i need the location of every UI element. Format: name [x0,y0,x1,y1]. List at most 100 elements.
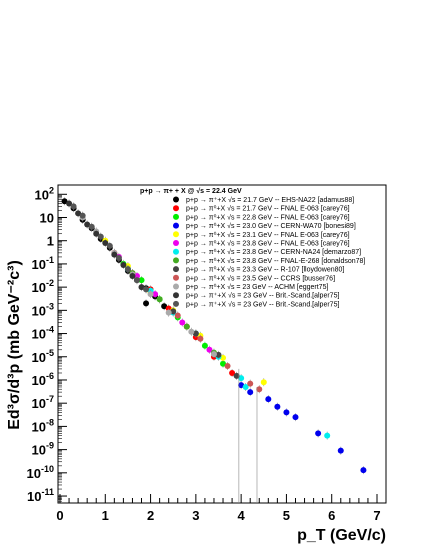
x-tick-label: 2 [147,508,154,523]
data-point [337,447,344,454]
data-point [174,312,181,319]
data-point [147,291,154,298]
x-tick-label: 7 [373,508,380,523]
legend-entry: p+p → π⁰+X √s = 23 GeV -- ACHM [eggert75… [186,283,328,291]
data-point [88,223,95,230]
data-point [152,291,159,298]
legend-entry: p+p → π⁰+X √s = 23.0 GeV -- CERN-WA70 [b… [186,222,356,230]
x-tick-labels: 0 1 2 3 4 5 6 7 [56,508,380,523]
legend-entry: p+p → π⁰+X √s = 21.7 GeV -- FNAL E-063 [… [186,205,350,213]
legend-entry: p+p → π⁺+X √s = 21.7 GeV -- EHS-NA22 [ad… [186,196,354,204]
x-tick-label: 6 [328,508,335,523]
data-point [111,251,118,258]
data-point [93,230,100,237]
data-point [247,389,254,396]
legend-marker [173,274,179,281]
data-point [183,323,190,330]
y-tick-label: 10-3 [32,301,54,318]
data-point [220,360,227,367]
data-point [115,254,122,261]
x-tick-label: 1 [102,508,109,523]
data-point [75,210,82,217]
data-point [292,414,299,421]
legend-title: p+p → π+ + X @ √s = 22.4 GeV [140,187,242,195]
y-tick-labels: 102 10 1 10-1 10-2 10-3 10-4 10-5 10-6 10-7 10-8 10… [27,185,54,504]
legend-entry: p+p → π⁰+X √s = 23.8 GeV -- FNAL E-063 [… [186,240,350,248]
legend-marker [173,213,179,220]
legend-marker [173,222,179,229]
data-point [220,354,227,361]
y-tick-label: 10-10 [27,464,54,481]
data-point [61,198,68,205]
data-point [143,300,150,307]
y-axis-label: Ed³σ/d³p (mb GeV⁻²c³) [6,260,23,430]
x-tick-label: 4 [238,508,246,523]
data-point [79,212,86,219]
y-tick-label: 10 [40,210,54,225]
data-point [233,372,240,379]
y-tick-label: 1 [47,234,54,249]
data-point [156,296,163,303]
data-point [143,286,150,293]
data-point [161,303,168,310]
data-point [133,277,140,284]
legend-entry: p+p → π⁰+X √s = 23.8 GeV -- FNAL-E-268 [… [186,257,365,265]
data-point [260,379,267,386]
legend-entry: p+p → π⁺+X √s = 23 GeV -- Brit.-Scand.[a… [186,300,339,308]
axis-ticks [58,193,378,503]
data-point [206,346,213,353]
data-point [201,342,208,349]
data-point [106,242,113,249]
data-point [124,266,131,273]
legend-marker [173,266,179,273]
y-tick-label: 10-5 [32,348,54,365]
legend-marker [173,292,179,299]
data-point [283,409,290,416]
data-point [188,328,195,335]
legend-marker [173,300,179,307]
y-tick-label: 10-11 [27,487,54,504]
data-point [224,363,231,370]
y-tick-label: 10-6 [32,371,54,388]
legend-marker [173,240,179,246]
data-point [215,351,222,358]
plot-frame [57,184,387,504]
data-point [170,308,177,315]
data-point [138,284,145,291]
x-axis-label: p_T (GeV/c) [297,527,386,544]
data-point [66,200,73,207]
data-point [274,403,281,410]
y-tick-label: 10-2 [32,278,54,295]
legend-marker [173,196,179,203]
data-point [238,375,245,382]
data-point [97,233,104,240]
legend-marker [173,257,179,264]
data-point [265,396,272,403]
y-tick-label: 10-9 [32,441,54,458]
legend: p+p → π+ + X @ √s = 22.4 GeV p+p → π⁺+X … [140,187,365,308]
y-tick-label: 10-4 [32,325,54,342]
data-point [197,335,204,342]
data-point [70,203,77,210]
legend-entry: p+p → π⁰+X √s = 23.1 GeV -- FNAL E-063 [… [186,231,350,239]
legend-entry: p+p → π⁰+X √s = 23.3 GeV -- R-107 [lloyd… [186,266,344,274]
data-point [192,330,199,337]
x-tick-label: 3 [192,508,199,523]
x-tick-label: 5 [283,508,290,523]
legend-entry: p+p → π⁰+X √s = 23.8 GeV -- CERN-NA24 [d… [186,248,361,256]
legend-entry: p+p → π⁺+X √s = 23 GeV -- Brit.-Scand.[a… [186,292,339,300]
data-point [120,261,127,268]
legend-entry: p+p → π⁰+X √s = 22.8 GeV -- FNAL E-063 [… [186,213,350,221]
data-point [210,351,217,358]
y-tick-label: 10-7 [32,394,54,411]
data-point [256,386,263,393]
legend-marker [173,205,179,212]
data-point [165,309,172,316]
data-points [61,197,367,503]
data-point [315,430,322,437]
data-point [247,380,254,387]
data-point [238,382,245,389]
data-point [138,277,145,284]
y-tick-label: 10-8 [32,417,54,434]
